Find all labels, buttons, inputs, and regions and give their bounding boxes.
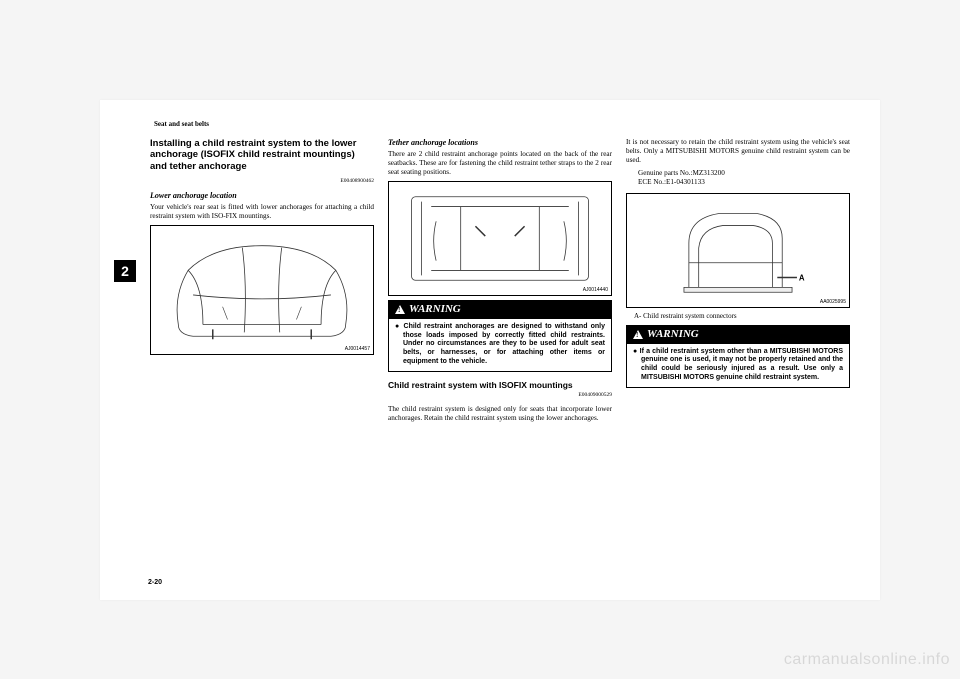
paragraph: It is not necessary to retain the child … bbox=[626, 138, 850, 165]
column-3: It is not necessary to retain the child … bbox=[626, 138, 850, 558]
subheading: Child restraint system with ISOFIX mount… bbox=[388, 380, 612, 391]
doc-code: E00409000529 bbox=[388, 392, 612, 399]
figure-caption: A- Child restraint system connectors bbox=[634, 312, 850, 321]
figure-code: AJ0014457 bbox=[345, 346, 370, 352]
warning-item: If a child restraint system other than a… bbox=[641, 348, 843, 383]
column-2: Tether anchorage locations There are 2 c… bbox=[388, 138, 612, 558]
section-title: Installing a child restraint system to t… bbox=[150, 138, 374, 172]
paragraph: Your vehicle's rear seat is fitted with … bbox=[150, 203, 374, 221]
warning-box: WARNING Child restraint anchorages are d… bbox=[388, 300, 612, 372]
doc-code: E00408900462 bbox=[150, 178, 374, 185]
figure-marker: A bbox=[799, 273, 805, 282]
ece-number: ECE No.:E1-04301133 bbox=[626, 178, 850, 187]
page-number: 2-20 bbox=[148, 579, 162, 586]
warning-header: WARNING bbox=[627, 326, 849, 344]
subheading: Tether anchorage locations bbox=[388, 138, 612, 148]
warning-label: WARNING bbox=[409, 303, 461, 317]
warning-label: WARNING bbox=[647, 328, 699, 342]
part-number: Genuine parts No.:MZ313200 bbox=[626, 169, 850, 178]
figure-seat-anchorage: AJ0014457 bbox=[150, 225, 374, 355]
figure-code: AJ0014440 bbox=[583, 287, 608, 293]
warning-box: WARNING If a child restraint system othe… bbox=[626, 325, 850, 388]
figure-tether-anchorage: AJ0014440 bbox=[388, 181, 612, 296]
warning-header: WARNING bbox=[389, 301, 611, 319]
warning-text: Child restraint anchorages are designed … bbox=[389, 319, 611, 371]
manual-page: Seat and seat belts 2 Installing a child… bbox=[100, 100, 880, 600]
chapter-tab: 2 bbox=[114, 260, 136, 282]
watermark: carmanualsonline.info bbox=[784, 651, 950, 669]
warning-text: If a child restraint system other than a… bbox=[627, 344, 849, 387]
section-header: Seat and seat belts bbox=[150, 120, 850, 128]
warning-icon bbox=[633, 330, 643, 339]
paragraph: There are 2 child restraint anchorage po… bbox=[388, 150, 612, 177]
column-1: Installing a child restraint system to t… bbox=[150, 138, 374, 558]
cargo-drawing bbox=[389, 182, 611, 295]
seat-drawing bbox=[151, 226, 373, 354]
content-columns: Installing a child restraint system to t… bbox=[150, 138, 850, 558]
warning-icon bbox=[395, 305, 405, 314]
paragraph: The child restraint system is designed o… bbox=[388, 405, 612, 423]
child-seat-drawing: A bbox=[627, 194, 849, 307]
subheading: Lower anchorage location bbox=[150, 191, 374, 201]
warning-item: Child restraint anchorages are designed … bbox=[403, 323, 605, 367]
figure-code: AA0025995 bbox=[820, 299, 846, 305]
figure-child-seat: A AA0025995 bbox=[626, 193, 850, 308]
